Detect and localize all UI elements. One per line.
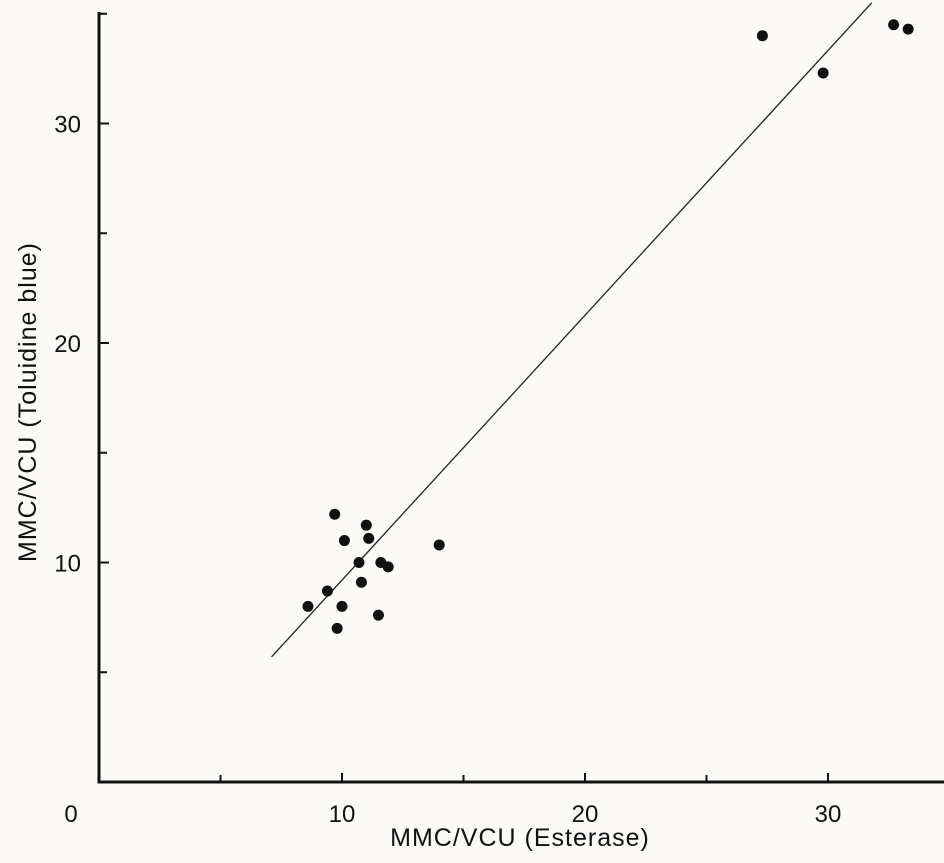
x-axis-label: MMC/VCU (Esterase) (390, 824, 650, 852)
regression-line-group (271, 2, 873, 658)
data-point-6 (338, 535, 350, 547)
y-tick-label-30: 30 (54, 112, 81, 139)
data-point-7 (353, 557, 365, 568)
data-points (302, 19, 914, 634)
data-point-13 (382, 561, 394, 573)
tick-labels: 0 10 20 30 10 20 30 (54, 112, 841, 829)
axis-ticks (99, 12, 829, 782)
data-point-10 (363, 532, 375, 544)
data-point-8 (355, 576, 367, 588)
data-point-5 (329, 508, 341, 520)
axes (97, 12, 944, 784)
x-tick-label-30: 30 (815, 801, 842, 828)
x-tick-label-20: 20 (572, 801, 599, 828)
data-point-3 (331, 622, 343, 634)
data-point-11 (372, 609, 384, 621)
data-point-9 (360, 519, 372, 531)
y-tick-label-10: 10 (54, 551, 81, 578)
y-tick-label-20: 20 (54, 331, 81, 358)
data-point-4 (336, 600, 348, 612)
x-tick-label-10: 10 (329, 801, 356, 828)
data-point-17 (888, 19, 900, 31)
data-point-14 (433, 539, 445, 551)
data-point-1 (302, 600, 314, 612)
x-tick-label-0: 0 (64, 801, 77, 828)
data-point-18 (902, 23, 914, 35)
y-axis-label: MMC/VCU (Toluidine blue) (14, 242, 42, 562)
data-point-15 (756, 30, 768, 42)
data-point-16 (817, 67, 829, 79)
regression-line (271, 2, 873, 658)
data-point-2 (321, 585, 333, 597)
